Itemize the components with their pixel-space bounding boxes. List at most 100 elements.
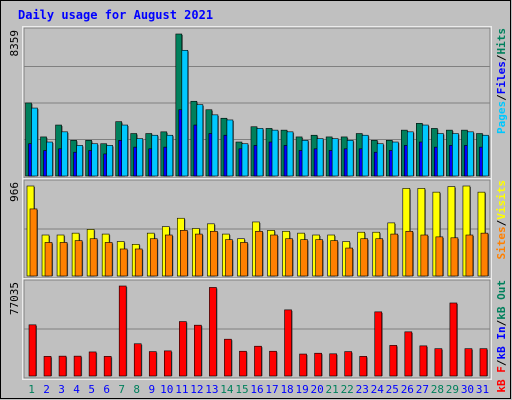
- bottom-bar-kb-f-day-9: [148, 351, 157, 377]
- top-bar-pages-day-31: [482, 134, 489, 177]
- top-bar-pages-day-15: [241, 143, 249, 177]
- x-tick-label-day-16: 16: [250, 383, 263, 396]
- x-tick-label-day-28: 28: [431, 383, 444, 396]
- top-bar-pages-day-4: [76, 145, 83, 177]
- top-bar-pages-day-5: [91, 143, 98, 177]
- bottom-bar-kb-f-day-19: [299, 353, 307, 377]
- x-tick-label-day-13: 13: [205, 383, 218, 396]
- bottom-bar-kb-f-day-27: [419, 345, 428, 377]
- x-tick-label-day-14: 14: [220, 383, 234, 396]
- chart-title: Daily usage for August 2021: [18, 8, 213, 22]
- x-tick-label-day-11: 11: [175, 383, 188, 396]
- bottom-bar-kb-f-day-30: [464, 348, 473, 377]
- top-bar-pages-day-2: [46, 141, 53, 177]
- top-legend-separator: /: [495, 54, 508, 61]
- middle-bar-sites-day-28: [435, 236, 444, 277]
- top-bar-pages-day-20: [316, 138, 324, 177]
- bottom-bar-kb-f-day-5: [88, 351, 97, 377]
- x-tick-label-day-1: 1: [28, 383, 35, 396]
- middle-bar-sites-day-29: [450, 237, 459, 277]
- middle-bar-sites-day-26: [405, 230, 414, 277]
- x-tick-label-day-29: 29: [446, 383, 459, 396]
- top-bar-pages-day-16: [256, 128, 264, 177]
- top-bar-pages-day-27: [422, 124, 429, 177]
- bottom-bar-kb-f-day-17: [269, 350, 277, 377]
- x-tick-label-day-22: 22: [341, 383, 354, 396]
- middle-bar-sites-day-20: [315, 239, 323, 277]
- top-bar-pages-day-6: [106, 145, 113, 177]
- middle-legend-visits: Visits: [495, 180, 508, 220]
- x-tick-label-day-27: 27: [416, 383, 429, 396]
- middle-bar-sites-day-10: [164, 234, 173, 277]
- top-bar-pages-day-26: [407, 131, 414, 177]
- bottom-legend-separator: /: [495, 319, 508, 326]
- x-tick-label-day-20: 20: [311, 383, 324, 396]
- x-tick-label-day-8: 8: [133, 383, 140, 396]
- middle-ymax-label: 966: [8, 182, 21, 202]
- middle-bar-sites-day-1: [29, 208, 38, 277]
- bottom-bar-kb-f-day-24: [374, 311, 383, 377]
- middle-bar-sites-day-19: [300, 239, 308, 277]
- middle-panel: 966: [8, 178, 492, 280]
- middle-bar-sites-day-12: [195, 233, 203, 277]
- middle-bar-sites-day-5: [89, 238, 98, 277]
- middle-bar-sites-day-7: [119, 248, 128, 277]
- bottom-bar-kb-f-day-23: [359, 356, 368, 377]
- top-bar-pages-day-7: [121, 124, 128, 177]
- bottom-bar-kb-f-day-6: [103, 356, 112, 377]
- x-tick-label-day-12: 12: [190, 383, 203, 396]
- x-tick-label-day-26: 26: [401, 383, 414, 396]
- top-bar-pages-day-9: [151, 134, 159, 177]
- top-bar-pages-day-13: [211, 114, 219, 177]
- top-bar-pages-day-24: [376, 143, 384, 177]
- middle-bar-sites-day-9: [149, 238, 158, 277]
- x-tick-label-day-10: 10: [160, 383, 173, 396]
- bottom-bar-kb-f-day-4: [73, 355, 82, 377]
- x-tick-label-day-4: 4: [73, 383, 80, 396]
- bottom-bar-kb-f-day-22: [344, 351, 352, 377]
- middle-bar-sites-day-2: [44, 242, 53, 277]
- bottom-bar-kb-f-day-18: [284, 309, 292, 377]
- middle-bar-sites-day-25: [390, 233, 399, 277]
- x-tick-label-day-24: 24: [371, 383, 385, 396]
- top-bar-pages-day-21: [331, 138, 339, 177]
- x-tick-label-day-3: 3: [58, 383, 65, 396]
- top-bar-pages-day-19: [301, 140, 309, 177]
- middle-legend-sites: Sites: [495, 226, 508, 259]
- middle-bar-sites-day-18: [285, 238, 293, 277]
- x-tick-label-day-25: 25: [386, 383, 399, 396]
- bottom-legend-kb_out: kB Out: [495, 280, 508, 320]
- bottom-bar-kb-f-day-25: [389, 345, 398, 377]
- bottom-bar-kb-f-day-11: [179, 321, 187, 377]
- top-bar-pages-day-18: [286, 131, 294, 177]
- top-bar-pages-day-1: [31, 107, 38, 177]
- bottom-bar-kb-f-day-3: [58, 355, 67, 377]
- x-tick-label-day-19: 19: [295, 383, 308, 396]
- x-tick-label-day-23: 23: [356, 383, 369, 396]
- x-tick-label-day-21: 21: [326, 383, 339, 396]
- x-tick-label-day-2: 2: [43, 383, 50, 396]
- top-bar-pages-day-28: [437, 133, 444, 177]
- bottom-legend-separator: /: [495, 359, 508, 366]
- bottom-bar-kb-f-day-16: [254, 345, 262, 377]
- top-bar-pages-day-23: [361, 134, 369, 177]
- bottom-bar-kb-f-day-29: [449, 302, 458, 377]
- bottom-bar-kb-f-day-1: [28, 324, 37, 377]
- x-tick-label-day-18: 18: [280, 383, 293, 396]
- top-legend-pages: Pages: [495, 101, 508, 134]
- middle-bar-sites-day-16: [255, 230, 263, 277]
- bottom-bar-kb-f-day-13: [209, 287, 217, 377]
- x-tick-label-day-7: 7: [118, 383, 125, 396]
- top-bar-pages-day-14: [226, 119, 234, 177]
- middle-legend-separator: /: [495, 219, 508, 226]
- x-tick-label-day-30: 30: [461, 383, 474, 396]
- bottom-bar-kb-f-day-10: [163, 350, 172, 377]
- middle-bar-sites-day-8: [134, 248, 143, 277]
- bottom-ymax-label: 77035: [8, 282, 21, 315]
- bottom-bar-kb-f-day-2: [43, 356, 52, 377]
- x-tick-label-day-6: 6: [103, 383, 110, 396]
- middle-bar-sites-day-22: [345, 247, 353, 277]
- x-tick-label-day-9: 9: [148, 383, 155, 396]
- bottom-legend-kb_in: kB In: [495, 326, 508, 359]
